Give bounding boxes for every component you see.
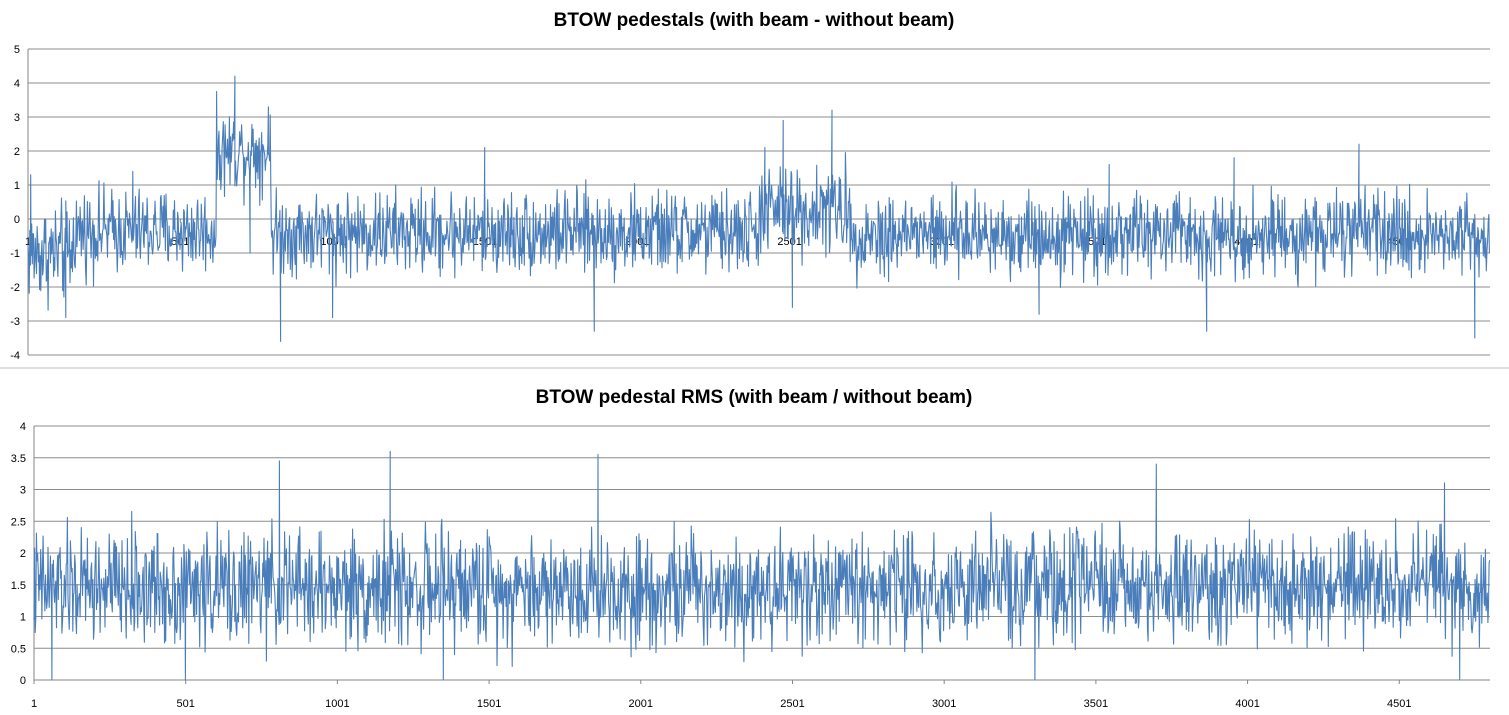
x-tick-label: 1501 xyxy=(477,698,501,710)
y-tick-label: -2 xyxy=(10,282,20,294)
rms-chart: BTOW pedestal RMS (with beam / without b… xyxy=(11,387,1491,710)
y-tick-label: 5 xyxy=(14,44,20,56)
x-tick-label: 4001 xyxy=(1235,698,1259,710)
y-tick-label: 1.5 xyxy=(11,580,26,592)
y-tick-label: 2 xyxy=(14,146,20,158)
y-tick-label: 1 xyxy=(20,612,26,624)
y-tick-label: -4 xyxy=(10,350,20,362)
x-tick-label: 2501 xyxy=(780,698,804,710)
x-tick-label: 1 xyxy=(25,236,31,248)
y-tick-label: 4 xyxy=(20,421,26,433)
x-tick-label: 2001 xyxy=(629,698,653,710)
x-tick-label: 1001 xyxy=(325,698,349,710)
x-tick-label: 2501 xyxy=(777,236,801,248)
pedestals-chart: BTOW pedestals (with beam - without beam… xyxy=(10,10,1490,362)
x-tick-label: 2001 xyxy=(625,236,649,248)
y-tick-label: 3.5 xyxy=(11,453,26,465)
chart-title: BTOW pedestal RMS (with beam / without b… xyxy=(536,387,973,408)
y-tick-label: -3 xyxy=(10,316,20,328)
series-line xyxy=(33,450,1491,681)
x-tick-label: 3001 xyxy=(932,698,956,710)
y-tick-label: 1 xyxy=(14,180,20,192)
chart-title: BTOW pedestals (with beam - without beam… xyxy=(554,10,955,31)
y-tick-label: 0 xyxy=(20,675,26,687)
y-tick-label: 3 xyxy=(14,112,20,124)
y-tick-label: 2.5 xyxy=(11,516,26,528)
x-tick-label: 4501 xyxy=(1387,698,1411,710)
x-tick-label: 501 xyxy=(177,698,195,710)
x-tick-label: 1 xyxy=(31,698,37,710)
y-tick-label: 0.5 xyxy=(11,643,26,655)
y-tick-label: 2 xyxy=(20,548,26,560)
y-tick-label: 0 xyxy=(14,214,20,226)
series-line xyxy=(27,75,1490,342)
y-tick-label: 3 xyxy=(20,485,26,497)
y-tick-label: 4 xyxy=(14,78,20,90)
x-tick-label: 3501 xyxy=(1084,698,1108,710)
y-tick-label: -1 xyxy=(10,248,20,260)
